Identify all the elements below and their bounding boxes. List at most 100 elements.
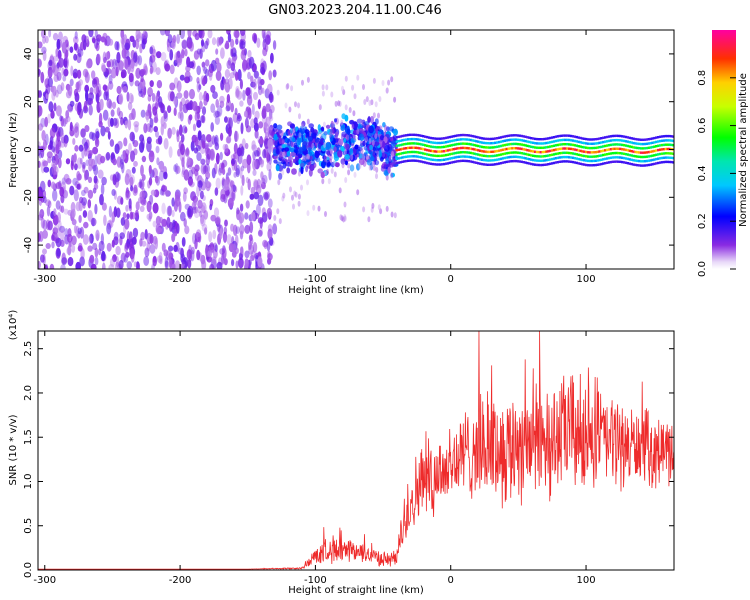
spectrogram-cell — [425, 135, 429, 139]
spectrogram-cell — [152, 220, 157, 228]
spectrogram-cell — [129, 131, 135, 142]
spectrogram-cell — [425, 153, 429, 156]
spectrogram-cell — [240, 30, 246, 36]
spectrogram-cell — [484, 154, 487, 158]
spectrogram-cell — [621, 139, 624, 142]
spectrogram-cell — [186, 156, 191, 166]
spectrogram-cell — [643, 164, 647, 167]
spectrogram-cell — [560, 156, 563, 159]
spectrogram-cell — [135, 67, 141, 79]
spectrogram-cell — [486, 137, 489, 141]
snr-xtick-label: 0 — [448, 575, 454, 586]
snr-ytick-label: 2.0 — [23, 385, 34, 401]
spectrogram-cell — [533, 159, 537, 162]
spectrogram-cell — [431, 145, 434, 149]
spectrogram-cell — [458, 151, 461, 154]
spectrogram-cell — [441, 150, 444, 153]
spectrogram-cell — [628, 149, 631, 152]
spectrogram-cell — [549, 136, 552, 140]
spectrogram-cell — [245, 87, 251, 97]
spectrogram-cell — [164, 256, 169, 268]
spectrogram-cell — [475, 153, 478, 156]
spectrogram-cell — [350, 154, 354, 161]
spectrogram-cell — [638, 142, 641, 146]
spectrogram-cell — [246, 94, 253, 106]
spectrogram-cell — [96, 53, 101, 65]
spectrogram-cell — [463, 142, 467, 145]
spectrogram-cell — [108, 264, 115, 269]
spectrogram-cell — [571, 156, 575, 159]
spectrogram-cell — [127, 64, 131, 75]
spectrogram-cell — [492, 150, 495, 153]
spectrogram-cell — [223, 226, 228, 235]
spectrogram-cell — [560, 147, 563, 150]
spectrogram-xtick-label: -200 — [169, 274, 192, 285]
spectrogram-cell — [54, 228, 61, 239]
spectrogram-cell — [210, 122, 214, 132]
spectrogram-cell — [454, 160, 457, 163]
spectrogram-cell — [111, 189, 116, 196]
spectrogram-cell — [586, 142, 590, 145]
spectrogram-cell — [524, 157, 527, 160]
spectrogram-cell — [360, 119, 364, 126]
spectrogram-cell — [528, 136, 531, 139]
spectrogram-cell — [77, 48, 84, 57]
spectrogram-cell — [244, 250, 250, 259]
spectrogram-cell — [85, 89, 89, 102]
spectrogram-cell — [393, 212, 397, 219]
spectrogram-cell — [253, 191, 259, 200]
spectrogram-cell — [339, 214, 343, 221]
spectrogram-cell — [452, 135, 455, 138]
spectrogram-cell — [107, 131, 111, 140]
spectrogram-cell — [651, 137, 654, 140]
spectrogram-cell — [458, 155, 461, 158]
spectrogram-cell — [230, 62, 236, 72]
spectrogram-cell — [321, 178, 325, 185]
spectrogram-cell — [403, 147, 406, 150]
spectrogram-cell — [450, 139, 453, 143]
spectrogram-cell — [111, 211, 116, 223]
spectrogram-cell — [619, 139, 622, 142]
spectrogram-cell — [647, 155, 650, 158]
spectrogram-cell — [619, 156, 622, 159]
spectrogram-cell — [115, 256, 119, 268]
spectrogram-cell — [550, 153, 554, 156]
spectrogram-cell — [660, 143, 664, 147]
spectrogram-cell — [234, 247, 239, 254]
spectrogram-cell — [594, 146, 597, 150]
spectrogram-cell — [266, 207, 273, 218]
spectrogram-cell — [118, 93, 124, 105]
spectrogram-cell — [196, 77, 200, 84]
spectrogram-cell — [528, 145, 531, 148]
spectrogram-cell — [545, 150, 548, 153]
spectrogram-cell — [537, 146, 541, 149]
spectrogram-cell — [545, 146, 548, 149]
spectrogram-cell — [278, 137, 283, 145]
spectrogram-cell — [594, 159, 597, 162]
spectrogram-cell — [479, 141, 482, 144]
spectrogram-cell — [664, 160, 667, 164]
spectrogram-cell — [535, 137, 539, 141]
spectrogram-cell — [325, 142, 331, 150]
spectrogram-cell — [207, 250, 213, 258]
spectrogram-cell — [126, 91, 130, 102]
spectrogram-cell — [247, 71, 251, 80]
spectrogram-cell — [670, 139, 673, 142]
spectrogram-cell — [526, 153, 529, 156]
spectrogram-cell — [433, 145, 436, 149]
spectrogram-cell — [450, 152, 453, 156]
spectrogram-cell — [389, 162, 394, 168]
spectrogram-cell — [660, 156, 664, 160]
spectrogram-cell — [439, 163, 442, 166]
colorbar-tick-label: 0.6 — [697, 118, 708, 134]
spectrogram-cell — [63, 137, 68, 148]
spectrogram-cell — [569, 139, 573, 142]
spectrogram-cell — [541, 163, 544, 167]
spectrogram-cell — [509, 134, 512, 137]
spectrogram-cell — [668, 143, 671, 146]
spectrogram-cell — [600, 162, 603, 166]
spectrogram-cell — [273, 123, 278, 129]
spectrogram-cell — [460, 138, 463, 141]
spectrogram-cell — [461, 138, 465, 141]
spectrogram-cell — [554, 139, 558, 143]
